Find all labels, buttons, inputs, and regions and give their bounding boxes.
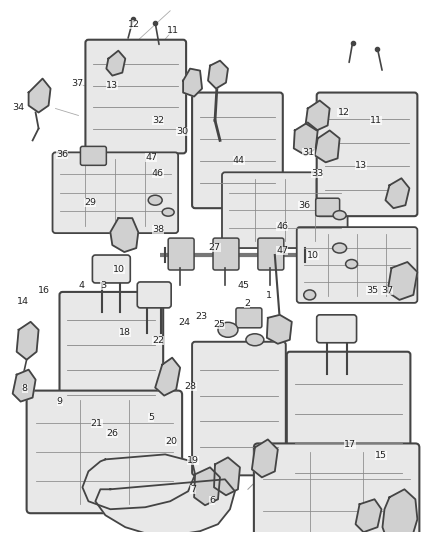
Polygon shape [28,78,50,112]
FancyBboxPatch shape [92,255,130,283]
Text: 11: 11 [167,26,179,35]
Text: 35: 35 [366,286,378,295]
Text: 46: 46 [152,169,164,178]
Text: 22: 22 [152,336,164,345]
Text: 38: 38 [152,225,164,234]
Ellipse shape [162,208,174,216]
Text: 1: 1 [266,291,272,300]
FancyBboxPatch shape [316,198,339,216]
Text: 13: 13 [106,82,118,91]
Polygon shape [356,499,381,532]
Text: 3: 3 [100,280,106,289]
Text: 13: 13 [355,161,367,170]
Text: 10: 10 [307,252,319,261]
Polygon shape [82,455,195,509]
Polygon shape [214,457,240,495]
FancyBboxPatch shape [137,282,171,308]
Polygon shape [13,370,35,401]
Text: 46: 46 [276,222,288,231]
Text: 24: 24 [178,318,190,327]
Text: 28: 28 [185,382,197,391]
Text: 32: 32 [152,116,164,125]
FancyBboxPatch shape [27,391,182,513]
Text: 14: 14 [17,296,28,305]
Text: 10: 10 [113,265,124,273]
Text: 15: 15 [374,450,387,459]
Polygon shape [183,69,202,96]
FancyBboxPatch shape [254,443,419,533]
Text: 19: 19 [187,456,199,465]
FancyBboxPatch shape [222,172,348,248]
Text: 16: 16 [39,286,50,295]
Text: 26: 26 [106,430,118,438]
Polygon shape [95,479,235,533]
FancyBboxPatch shape [81,147,106,165]
Text: 47: 47 [276,246,288,255]
Text: 37: 37 [71,79,83,88]
Text: 29: 29 [84,198,96,207]
Text: 4: 4 [78,280,85,289]
Text: 12: 12 [337,108,350,117]
Text: 11: 11 [370,116,382,125]
FancyBboxPatch shape [85,40,186,154]
Polygon shape [294,123,318,155]
Text: 7: 7 [190,485,196,494]
FancyBboxPatch shape [192,93,283,208]
FancyBboxPatch shape [297,227,417,303]
Text: 31: 31 [303,148,314,157]
Text: 36: 36 [298,201,310,210]
Text: 23: 23 [195,312,208,321]
FancyBboxPatch shape [213,238,239,270]
Polygon shape [314,131,339,163]
Polygon shape [388,262,417,300]
Text: 47: 47 [145,153,157,162]
Text: 5: 5 [148,414,154,423]
Text: 27: 27 [208,244,221,253]
Text: 21: 21 [91,419,103,428]
Text: 30: 30 [176,126,188,135]
FancyBboxPatch shape [53,152,178,233]
Text: 8: 8 [22,384,28,393]
Polygon shape [110,218,138,252]
Text: 2: 2 [244,299,251,308]
FancyBboxPatch shape [258,238,284,270]
Text: 6: 6 [209,496,215,505]
Text: 37: 37 [381,286,393,295]
Ellipse shape [332,243,346,253]
Polygon shape [208,61,228,88]
Text: 17: 17 [344,440,356,449]
Polygon shape [306,101,330,131]
Text: 25: 25 [213,320,225,329]
FancyBboxPatch shape [60,292,163,423]
Text: 20: 20 [165,438,177,446]
Polygon shape [267,315,292,344]
Polygon shape [106,51,125,76]
Polygon shape [17,322,39,360]
Polygon shape [385,178,410,208]
FancyBboxPatch shape [287,352,410,505]
FancyBboxPatch shape [317,93,417,216]
Ellipse shape [246,334,264,346]
Ellipse shape [346,260,357,269]
FancyBboxPatch shape [192,342,286,475]
Text: 9: 9 [57,398,63,407]
Text: 44: 44 [233,156,245,165]
Text: 45: 45 [237,280,249,289]
FancyBboxPatch shape [236,308,262,328]
Polygon shape [194,467,220,505]
Ellipse shape [333,211,346,220]
Polygon shape [155,358,180,395]
Text: 33: 33 [311,169,323,178]
Ellipse shape [304,290,316,300]
Polygon shape [382,489,417,533]
Ellipse shape [218,322,238,337]
FancyBboxPatch shape [317,315,357,343]
Ellipse shape [148,195,162,205]
FancyBboxPatch shape [168,238,194,270]
Text: 36: 36 [56,150,68,159]
Text: 34: 34 [12,103,24,111]
Text: 18: 18 [119,328,131,337]
Polygon shape [252,439,278,478]
Text: 12: 12 [128,20,140,29]
